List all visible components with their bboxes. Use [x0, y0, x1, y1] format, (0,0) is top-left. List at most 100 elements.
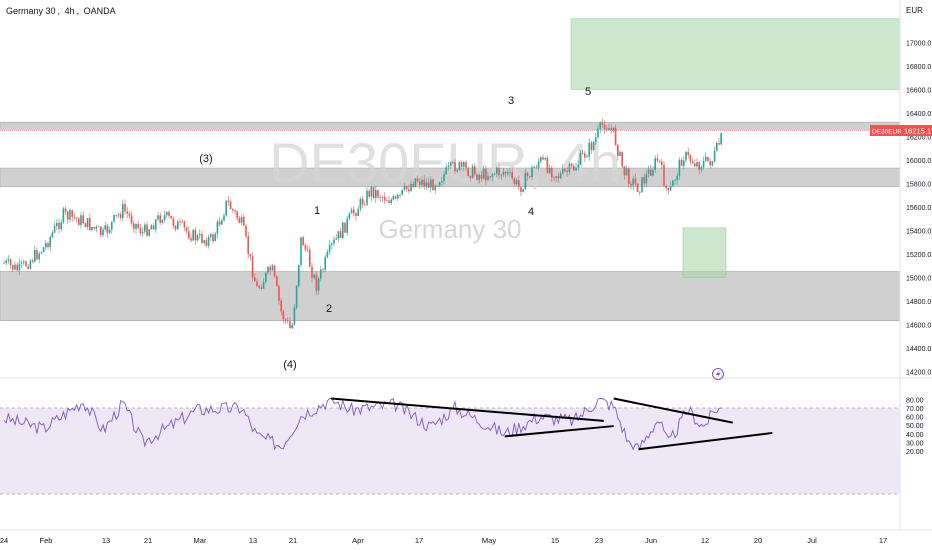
- candle-body: [669, 186, 672, 191]
- candle-body: [313, 274, 315, 278]
- candle-body: [529, 176, 531, 177]
- candle-body: [304, 245, 307, 250]
- candle-body: [537, 161, 540, 168]
- candle-body: [12, 265, 14, 270]
- candle-body: [691, 161, 694, 164]
- price-tick-label: 15000.0: [906, 275, 931, 282]
- rsi-band: [0, 408, 900, 494]
- candle-body: [293, 307, 296, 325]
- candle-body: [702, 160, 705, 168]
- candle-body: [353, 209, 355, 214]
- support-zone[interactable]: [0, 271, 901, 322]
- candle-body: [425, 182, 428, 187]
- candle-body: [5, 260, 7, 264]
- wave-label-5: 5: [585, 86, 591, 98]
- candle-body: [150, 225, 153, 230]
- candle-body: [650, 169, 652, 176]
- candle-body: [487, 176, 489, 181]
- candle-body: [379, 197, 381, 199]
- candle-body: [159, 215, 161, 223]
- candle-body: [410, 183, 412, 192]
- candle-body: [399, 194, 401, 196]
- candle-body: [128, 213, 131, 216]
- candle-body: [227, 200, 230, 202]
- candle-body: [579, 153, 582, 165]
- candle-body: [78, 218, 80, 226]
- price-tick-label: 17000.0: [906, 40, 931, 47]
- candle-body: [698, 162, 700, 170]
- candle-body: [542, 157, 544, 160]
- candle-body: [401, 189, 403, 195]
- candle-body: [421, 179, 423, 185]
- candle-body: [632, 178, 634, 186]
- candle-body: [474, 166, 476, 175]
- candle-body: [174, 225, 177, 230]
- candle-body: [595, 137, 597, 142]
- candle-body: [522, 189, 524, 192]
- last-price-symbol: DE30EUR: [872, 129, 902, 136]
- rsi-trendline[interactable]: [331, 397, 604, 422]
- time-tick-label: 17: [879, 536, 887, 545]
- candle-body: [713, 150, 716, 162]
- last-price-tag: DE30EUR 16215.1: [870, 125, 932, 136]
- candle-body: [251, 256, 254, 278]
- candle-body: [610, 128, 612, 131]
- candle-body: [566, 170, 568, 173]
- candle-body: [27, 266, 29, 269]
- candle-body: [311, 266, 313, 278]
- resistance-zone[interactable]: [0, 121, 901, 130]
- rsi-tick-label: 40.00: [906, 432, 924, 439]
- candle-body: [559, 173, 562, 179]
- target-zone[interactable]: [570, 18, 901, 90]
- candle-body: [454, 162, 456, 172]
- candle-body: [449, 162, 452, 166]
- candle-body: [447, 165, 450, 168]
- rsi-trendline[interactable]: [638, 431, 773, 451]
- candle-body: [212, 234, 214, 242]
- price-axis-ticks[interactable]: 14200.0 14400.0 14600.0 14800.0 15000.0 15200…: [906, 40, 931, 376]
- candle-body: [419, 181, 421, 185]
- candle-body: [236, 211, 238, 219]
- candle-body: [377, 190, 379, 198]
- time-tick-label: 21: [289, 536, 297, 545]
- candle-body: [75, 217, 78, 219]
- candle-body: [337, 231, 340, 239]
- wave-label-3-paren: (3): [199, 153, 212, 165]
- rsi-trendline[interactable]: [613, 397, 733, 424]
- candle-body: [588, 142, 590, 157]
- candle-body: [40, 252, 43, 254]
- candle-body: [113, 215, 115, 222]
- candle-body: [482, 168, 485, 179]
- candle-body: [667, 187, 670, 191]
- time-tick-label: 15: [551, 536, 559, 545]
- candle-body: [172, 218, 175, 226]
- candle-body: [141, 231, 144, 234]
- rsi-trendline[interactable]: [504, 425, 614, 438]
- candle-body: [287, 320, 289, 322]
- candle-body: [309, 249, 311, 267]
- candle-body: [16, 264, 18, 271]
- candle-body: [71, 210, 73, 217]
- time-tick-label: Apr: [352, 536, 364, 545]
- target-zone[interactable]: [682, 227, 727, 278]
- candle-body: [720, 133, 722, 145]
- candle-body: [705, 156, 707, 161]
- time-tick-label: 17: [415, 536, 423, 545]
- candle-body: [680, 159, 683, 167]
- candle-body: [181, 221, 183, 223]
- candle-body: [612, 127, 615, 131]
- candle-body: [218, 221, 221, 225]
- candle-body: [548, 167, 551, 173]
- price-tick-label: 15400.0: [906, 228, 931, 235]
- candle-body: [199, 233, 201, 236]
- candle-body: [502, 171, 505, 175]
- candle-body: [67, 211, 69, 220]
- time-axis-ticks[interactable]: 24 Feb 13 21 Mar 13 21 Apr 17 May 15 23 Jun 12 20 Jul 17: [0, 536, 887, 545]
- candle-body: [291, 324, 293, 329]
- candle-body: [137, 223, 139, 228]
- alert-icon[interactable]: [712, 368, 724, 380]
- candle-body: [249, 254, 252, 257]
- candle-body: [152, 225, 155, 230]
- candle-body: [709, 161, 711, 166]
